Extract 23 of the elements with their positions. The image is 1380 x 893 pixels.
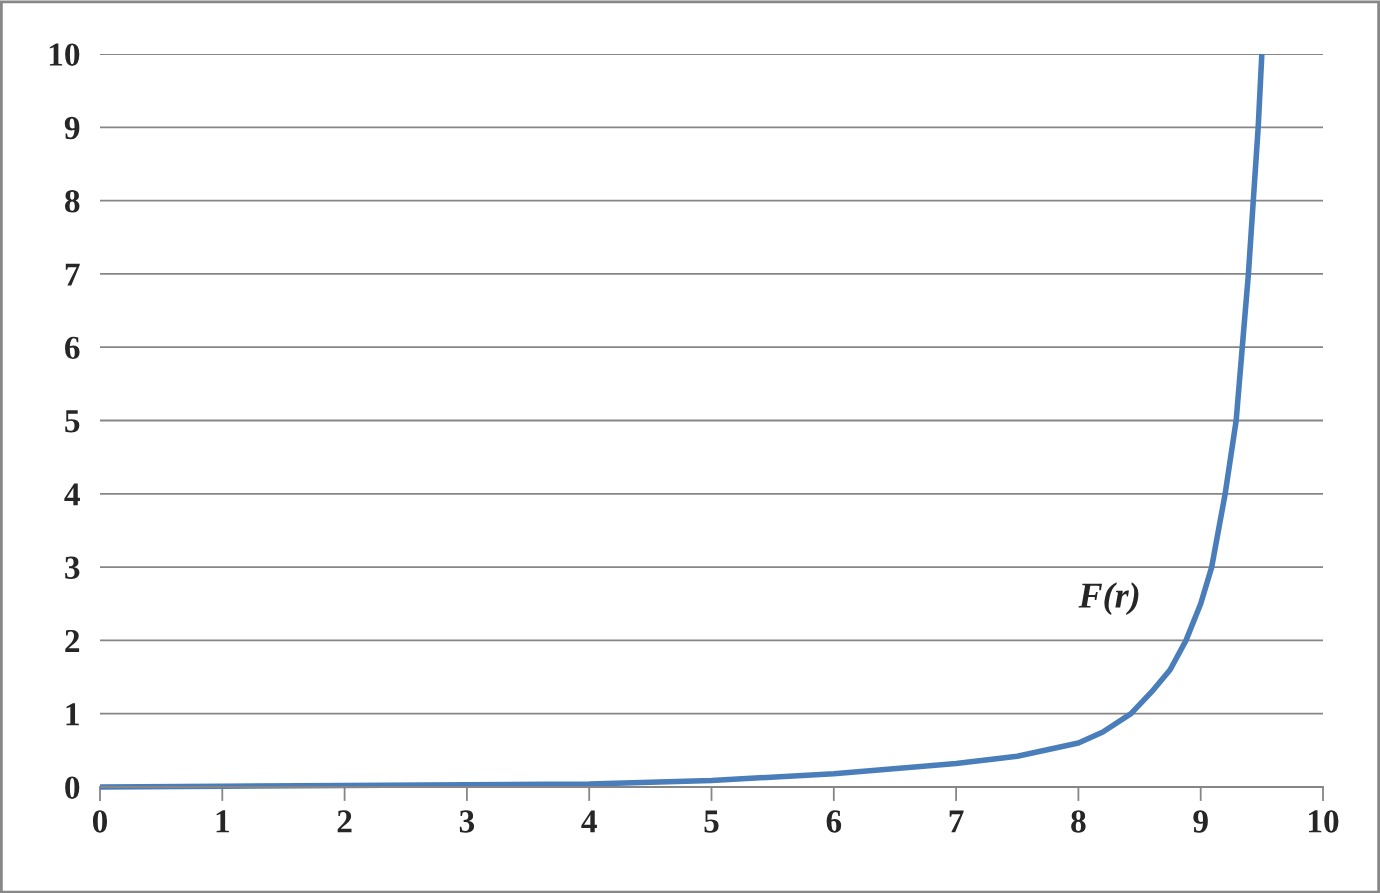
y-tick-label: 8 — [65, 190, 80, 213]
y-tick-label: 10 — [49, 43, 80, 66]
y-tick-label: 0 — [65, 776, 80, 799]
y-tick-label: 4 — [64, 483, 80, 506]
y-tick-label: 1 — [66, 703, 79, 726]
x-tick-label: 4 — [581, 810, 597, 833]
y-tick-label: 5 — [65, 410, 80, 433]
x-tick-label: 10 — [1309, 810, 1339, 833]
y-tick-label: 7 — [65, 263, 80, 286]
y-tick-label: 6 — [65, 336, 80, 360]
x-tick-label: 7 — [949, 810, 964, 833]
y-tick-label: 9 — [64, 116, 80, 140]
x-tick-label: 2 — [337, 810, 352, 833]
x-tick-label: 0 — [92, 810, 108, 833]
x-tick-label: 8 — [1071, 810, 1086, 833]
y-tick-label: 2 — [65, 629, 80, 652]
x-tick-label: 1 — [216, 810, 229, 833]
x-tick-label: 6 — [826, 810, 842, 833]
x-tick-label: 3 — [459, 810, 475, 833]
y-tick-label: 3 — [65, 556, 80, 579]
x-tick-label: 9 — [1193, 810, 1208, 833]
x-tick-label: 5 — [704, 810, 719, 833]
series-label: F(r) — [1078, 582, 1139, 616]
